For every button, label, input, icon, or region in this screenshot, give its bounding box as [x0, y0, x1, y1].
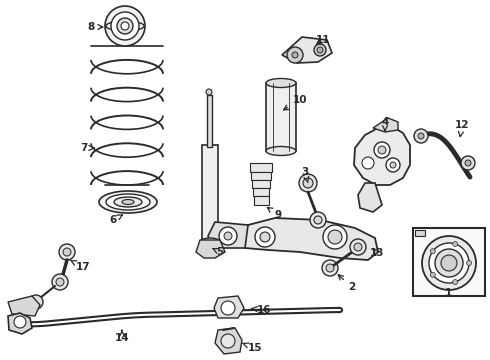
Circle shape: [56, 278, 64, 286]
Circle shape: [314, 216, 322, 224]
Circle shape: [430, 272, 435, 277]
Ellipse shape: [122, 199, 134, 204]
Circle shape: [386, 158, 400, 172]
Circle shape: [14, 316, 26, 328]
Text: 3: 3: [301, 167, 309, 183]
Polygon shape: [240, 218, 378, 260]
Bar: [202, 145, 218, 240]
Circle shape: [287, 47, 303, 63]
Circle shape: [326, 264, 334, 272]
Polygon shape: [208, 222, 248, 248]
Polygon shape: [215, 328, 242, 354]
Circle shape: [317, 47, 323, 53]
Circle shape: [255, 227, 275, 247]
Circle shape: [117, 18, 133, 34]
Circle shape: [354, 243, 362, 251]
Circle shape: [466, 261, 471, 266]
Circle shape: [29, 295, 43, 309]
Circle shape: [221, 334, 235, 348]
Ellipse shape: [200, 238, 220, 246]
Polygon shape: [282, 37, 332, 63]
Bar: [413, 228, 485, 296]
Circle shape: [59, 244, 75, 260]
Circle shape: [441, 255, 457, 271]
Ellipse shape: [266, 78, 296, 87]
Ellipse shape: [106, 194, 150, 210]
Circle shape: [221, 301, 235, 315]
Circle shape: [461, 156, 475, 170]
Circle shape: [328, 230, 342, 244]
Circle shape: [418, 133, 424, 139]
Circle shape: [105, 6, 145, 46]
Bar: [415, 230, 425, 236]
Bar: [253, 188, 269, 196]
Bar: [250, 163, 272, 172]
Polygon shape: [358, 183, 382, 212]
Circle shape: [314, 44, 326, 56]
Circle shape: [121, 22, 129, 30]
Circle shape: [378, 146, 386, 154]
Circle shape: [465, 160, 471, 166]
Circle shape: [322, 260, 338, 276]
Bar: [252, 180, 270, 188]
Circle shape: [435, 249, 463, 277]
Circle shape: [362, 157, 374, 169]
Text: 5: 5: [213, 247, 223, 257]
Circle shape: [111, 12, 139, 40]
Circle shape: [310, 212, 326, 228]
Text: 4: 4: [381, 117, 389, 131]
Circle shape: [430, 249, 435, 254]
Text: 15: 15: [243, 343, 262, 353]
Polygon shape: [8, 296, 40, 316]
Circle shape: [63, 248, 71, 256]
Circle shape: [52, 274, 68, 290]
Polygon shape: [196, 240, 225, 258]
Circle shape: [453, 242, 458, 247]
Text: 1: 1: [444, 288, 452, 298]
Text: 16: 16: [251, 305, 271, 315]
Ellipse shape: [99, 191, 157, 213]
Text: 13: 13: [370, 248, 384, 258]
Text: 17: 17: [71, 260, 90, 272]
Ellipse shape: [114, 197, 142, 207]
Circle shape: [224, 232, 232, 240]
Text: 8: 8: [87, 22, 103, 32]
Polygon shape: [214, 296, 244, 318]
Circle shape: [299, 174, 317, 192]
Circle shape: [350, 239, 366, 255]
Circle shape: [414, 129, 428, 143]
Polygon shape: [8, 313, 32, 334]
Bar: [251, 172, 271, 180]
Circle shape: [453, 279, 458, 284]
Text: 14: 14: [115, 330, 129, 343]
Bar: [266, 83, 296, 151]
Circle shape: [219, 227, 237, 245]
Text: 6: 6: [109, 215, 122, 225]
Bar: [207, 95, 212, 147]
Circle shape: [374, 142, 390, 158]
Circle shape: [390, 162, 396, 168]
Circle shape: [260, 232, 270, 242]
Text: 7: 7: [80, 143, 94, 153]
Ellipse shape: [266, 147, 296, 156]
Circle shape: [303, 178, 313, 188]
Circle shape: [429, 243, 469, 283]
Text: 12: 12: [455, 120, 469, 137]
Polygon shape: [354, 127, 410, 185]
Text: 11: 11: [316, 35, 330, 45]
Text: 10: 10: [284, 95, 307, 110]
Text: 9: 9: [268, 207, 282, 220]
Circle shape: [323, 225, 347, 249]
Circle shape: [206, 89, 212, 95]
Circle shape: [422, 236, 476, 290]
Text: 2: 2: [338, 275, 356, 292]
Polygon shape: [373, 118, 398, 132]
Circle shape: [292, 52, 298, 58]
Bar: [253, 196, 269, 205]
